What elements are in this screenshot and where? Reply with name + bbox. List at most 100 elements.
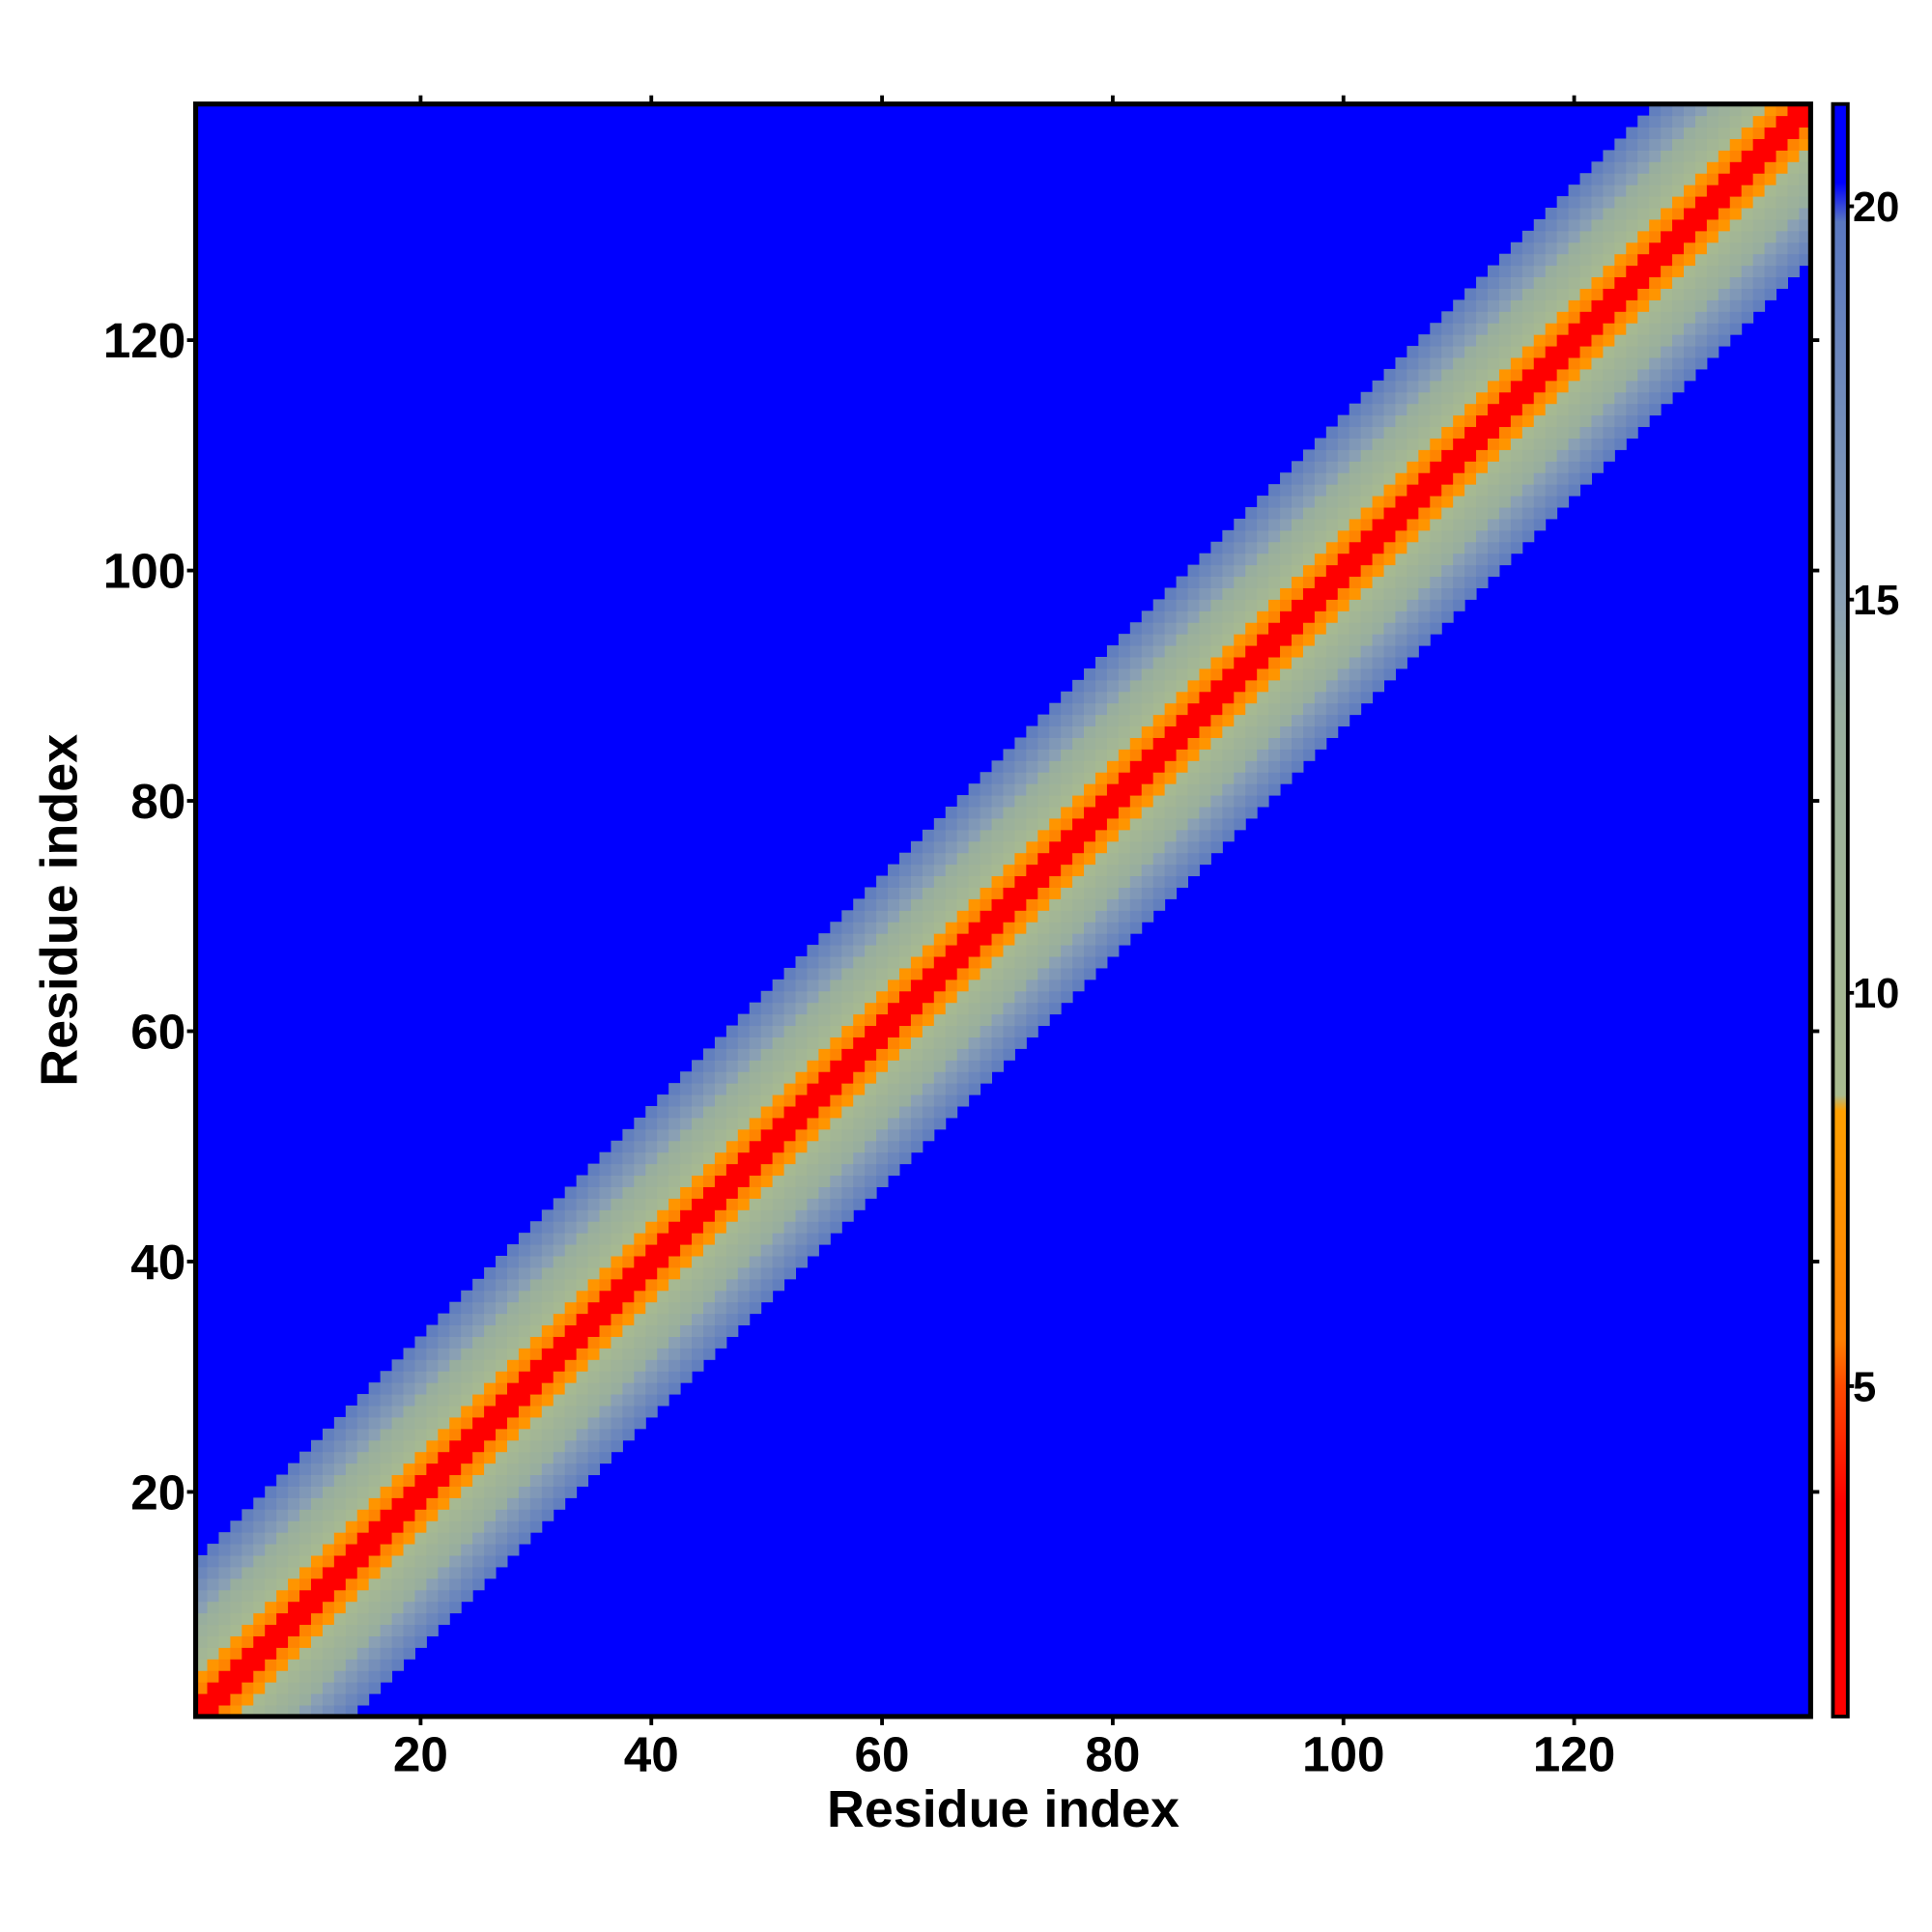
heatmap-cell [1199, 691, 1211, 704]
heatmap-cell [865, 1117, 877, 1130]
heatmap-cell [830, 1221, 842, 1234]
heatmap-cell [1094, 737, 1108, 750]
heatmap-cell [1245, 657, 1258, 669]
heatmap-cell [772, 1244, 785, 1257]
heatmap-cell [841, 1209, 854, 1222]
heatmap-cell [529, 1406, 543, 1418]
heatmap-cell [783, 1106, 797, 1119]
heatmap-cell [496, 1266, 508, 1280]
heatmap-cell [1061, 807, 1073, 819]
heatmap-cell [380, 1566, 393, 1579]
heatmap-cell [1257, 529, 1269, 543]
heatmap-cell [876, 1128, 889, 1142]
heatmap-cell [956, 1071, 970, 1084]
heatmap-cell [968, 783, 981, 796]
heatmap-cell [1568, 334, 1581, 347]
heatmap-cell [668, 1083, 681, 1095]
heatmap-cell [1268, 772, 1281, 784]
heatmap-cell [1694, 173, 1708, 185]
heatmap-cell [1037, 990, 1050, 1004]
heatmap-cell [1591, 196, 1604, 209]
heatmap-cell [1141, 760, 1154, 773]
heatmap-cell [657, 1117, 669, 1130]
heatmap-cell [472, 1371, 485, 1383]
heatmap-cell [1487, 461, 1500, 473]
heatmap-cell [657, 1175, 669, 1187]
heatmap-cell [1257, 702, 1269, 716]
heatmap-cell [345, 1601, 358, 1614]
heatmap-cell [1706, 265, 1719, 278]
heatmap-cell [1706, 127, 1719, 139]
heatmap-cell [1383, 611, 1396, 623]
heatmap-cell [795, 990, 808, 1004]
heatmap-cell [1626, 242, 1638, 255]
heatmap-cell [288, 1509, 300, 1521]
heatmap-cell [1649, 230, 1662, 243]
heatmap-cell [484, 1509, 497, 1521]
heatmap-cell [1418, 403, 1431, 416]
heatmap-cell [391, 1659, 405, 1671]
heatmap-cell [1164, 645, 1178, 658]
heatmap-cell [1799, 103, 1811, 117]
heatmap-cell [760, 1290, 774, 1303]
heatmap-cell [865, 956, 877, 969]
heatmap-cell [876, 1140, 889, 1153]
heatmap-cell [484, 1348, 497, 1360]
heatmap-cell [853, 1151, 866, 1165]
heatmap-cell [333, 1635, 347, 1648]
heatmap-cell [1014, 910, 1027, 923]
heatmap-cell [807, 1048, 819, 1061]
heatmap-cell [1787, 173, 1800, 185]
heatmap-cell [368, 1394, 382, 1406]
heatmap-cell [611, 1382, 623, 1395]
heatmap-cell [368, 1520, 382, 1533]
heatmap-cell [218, 1532, 231, 1545]
heatmap-cell [1164, 599, 1178, 611]
heatmap-cell [1453, 311, 1465, 324]
heatmap-cell [541, 1244, 554, 1257]
heatmap-cell [345, 1416, 358, 1430]
heatmap-cell [587, 1163, 601, 1177]
heatmap-cell [1372, 564, 1385, 578]
heatmap-cell [1476, 518, 1489, 531]
heatmap-cell [1302, 496, 1316, 508]
heatmap-cell [1210, 749, 1223, 761]
heatmap-cell [634, 1336, 646, 1349]
heatmap-cell [876, 898, 889, 911]
heatmap-cell [310, 1659, 324, 1671]
heatmap-cell [356, 1670, 370, 1683]
heatmap-cell [898, 967, 912, 980]
heatmap-cell [1257, 737, 1269, 750]
heatmap-cell [356, 1497, 370, 1510]
heatmap-cell [195, 1704, 209, 1718]
heatmap-cell [1061, 852, 1073, 866]
heatmap-cell [1430, 611, 1442, 623]
heatmap-cell [1568, 461, 1581, 473]
heatmap-cell [1626, 403, 1638, 416]
heatmap-cell [1441, 403, 1454, 416]
heatmap-cell [1049, 760, 1062, 773]
heatmap-cell [1545, 208, 1558, 220]
heatmap-cell [1014, 829, 1027, 842]
heatmap-cell [1556, 288, 1570, 300]
heatmap-cell [1799, 253, 1811, 267]
heatmap-cell [737, 1094, 751, 1107]
heatmap-cell [945, 1037, 958, 1049]
heatmap-cell [830, 1037, 842, 1049]
heatmap-cell [1533, 391, 1547, 405]
heatmap-cell [1521, 323, 1535, 335]
heatmap-cell [506, 1497, 520, 1510]
heatmap-cell [1106, 795, 1120, 808]
heatmap-cell [195, 1566, 209, 1579]
heatmap-cell [795, 1140, 808, 1153]
heatmap-cell [1094, 864, 1108, 877]
heatmap-cell [1441, 484, 1454, 497]
heatmap-cell [1176, 691, 1189, 704]
heatmap-cell [1684, 276, 1696, 289]
heatmap-cell [1453, 449, 1465, 462]
heatmap-cell [657, 1394, 669, 1406]
heatmap-cell [1291, 553, 1304, 566]
heatmap-cell [496, 1371, 508, 1383]
heatmap-cell [1337, 587, 1350, 600]
heatmap-cell [714, 1163, 727, 1177]
